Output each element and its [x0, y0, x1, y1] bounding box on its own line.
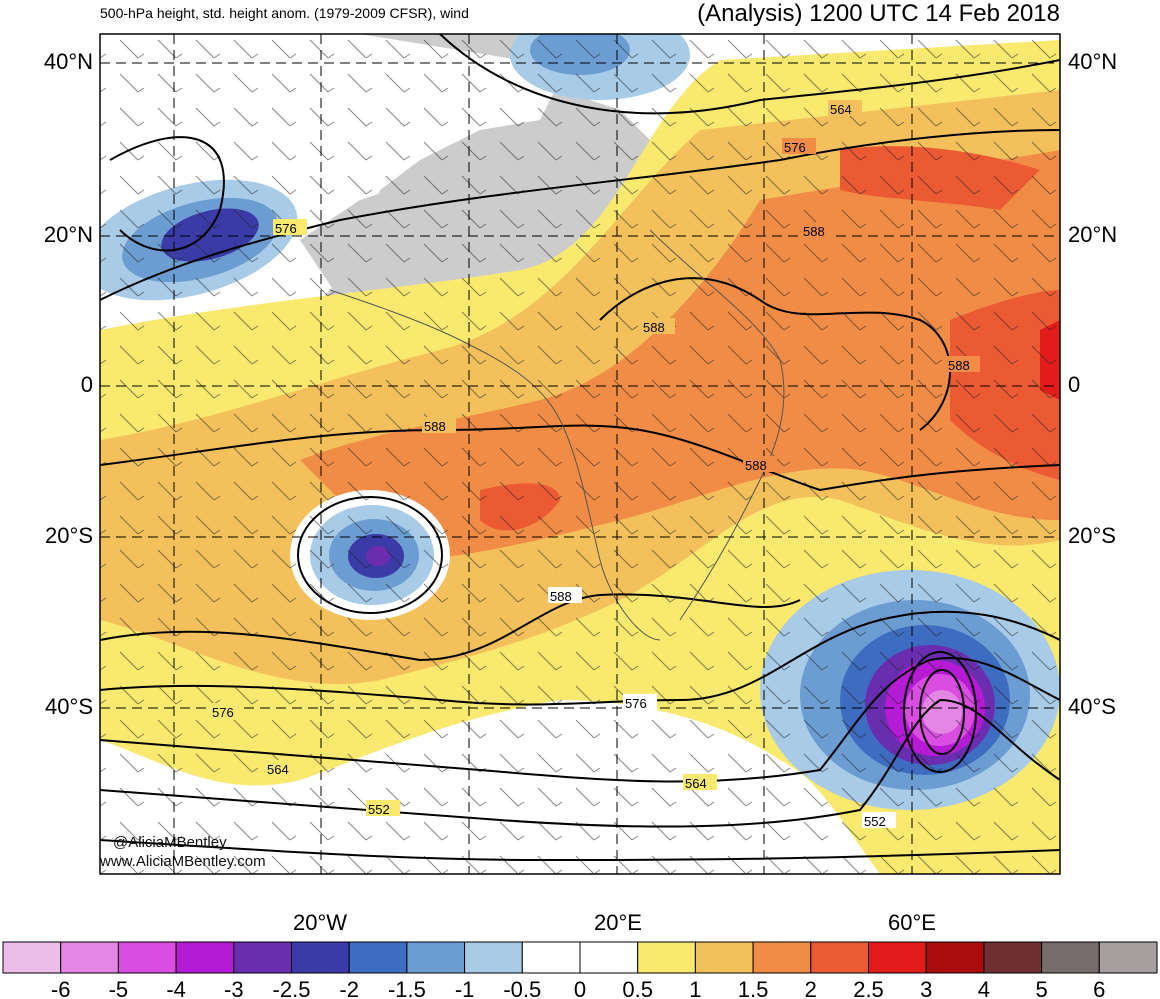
contour-588-south [100, 593, 801, 662]
colorbar-swatch [868, 941, 927, 974]
colorbar-swatch [521, 941, 581, 974]
map-left-title: 500-hPa height, std. height anom. (1979-… [100, 5, 469, 21]
contour-label-588-center: 588 [643, 320, 665, 335]
colorbar-tick-label: -2.5 [273, 977, 311, 999]
lat-label-40n-left: 40°N [43, 49, 93, 74]
colorbar-swatch [175, 941, 235, 974]
contour-label-588-east: 588 [948, 358, 970, 373]
contour-label-564-south-east: 564 [685, 776, 707, 791]
contour-label-576-north-east: 576 [784, 140, 806, 155]
colorbar-tick-label: -5 [109, 977, 129, 999]
colorbar-swatch [810, 941, 869, 974]
contour-564-south [100, 657, 1060, 783]
colorbar-swatch [637, 941, 696, 974]
colorbar-swatch [1098, 941, 1158, 974]
colorbar-swatch [983, 941, 1043, 974]
colorbar-swatch [752, 941, 812, 974]
colorbar-swatch [1041, 941, 1100, 974]
colorbar-tick-label: -4 [166, 977, 186, 999]
coastlines [329, 229, 785, 641]
colorbar-swatch [291, 941, 350, 974]
colorbar-tick-label: -0.5 [503, 977, 541, 999]
contour-label-588-africa: 588 [745, 458, 767, 473]
colorbar-tick-label: -3 [224, 977, 244, 999]
colorbar-swatch [694, 941, 754, 974]
contour-label-576-south-west: 576 [212, 705, 234, 720]
lat-label-40n-right: 40°N [1068, 49, 1118, 74]
colorbar-tick-label: 2.5 [853, 977, 884, 999]
lon-label-20w: 20°W [292, 910, 348, 935]
contour-540-south [100, 839, 1060, 862]
colorbar-tick-label: 2 [805, 977, 817, 999]
contour-label-588-north: 588 [803, 224, 825, 239]
contour-564-north [439, 34, 1060, 115]
colorbar-tick-label: 3 [920, 977, 932, 999]
colorbar-tick-label: -1 [455, 977, 475, 999]
colorbar-swatch [579, 941, 639, 974]
colorbar-tick-label: 0 [574, 977, 586, 999]
contour-label-588-south: 588 [550, 589, 572, 604]
wind-barbs [100, 34, 1060, 874]
contour-label-552-east: 552 [864, 814, 886, 829]
lat-label-40s-right: 40°S [1068, 694, 1116, 719]
lat-label-eq-left: 0 [80, 372, 93, 397]
lat-label-20n-left: 20°N [43, 222, 93, 247]
coast-east-africa [649, 229, 785, 621]
graticule [100, 34, 1060, 874]
coast-west-africa [329, 289, 661, 641]
lat-label-40s-left: 40°S [45, 694, 93, 719]
colorbar-tick-label: -6 [51, 977, 71, 999]
colorbar-swatch [2, 941, 62, 974]
contour-label-552-west: 552 [368, 802, 390, 817]
contour-ring-nw [109, 136, 225, 252]
credit-handle: @AliciaMBentley [113, 834, 227, 851]
lon-label-60e: 60°E [888, 910, 936, 935]
contour-576-south [100, 610, 1060, 706]
contour-576-north [100, 129, 1060, 301]
contour-label-576-north-west: 576 [275, 221, 297, 236]
colorbar-tick-label: -1.5 [388, 977, 426, 999]
colorbar-swatch [925, 941, 985, 974]
colorbar-tick-label: -2 [339, 977, 359, 999]
colorbar-tick-label: 1 [689, 977, 701, 999]
lat-label-20n-right: 20°N [1068, 222, 1118, 247]
colorbar-tick-label: 4 [978, 977, 990, 999]
colorbar-swatch [117, 941, 177, 974]
colorbar-tick-label: 1.5 [738, 977, 769, 999]
lon-label-20e: 20°E [594, 910, 642, 935]
contour-label-564-south-west: 564 [267, 762, 289, 777]
lat-label-20s-left: 20°S [45, 523, 93, 548]
colorbar-tick-label: 6 [1093, 977, 1105, 999]
contour-552-south [100, 698, 1060, 828]
map-right-title: (Analysis) 1200 UTC 14 Feb 2018 [697, 0, 1060, 27]
plot-frame [99, 33, 1061, 875]
lat-label-20s-right: 20°S [1068, 523, 1116, 548]
colorbar-swatch [464, 941, 523, 974]
contour-588-mid [100, 424, 1060, 492]
contour-cutoff [297, 496, 443, 614]
colorbar-swatch [406, 941, 466, 974]
contour-label-588-west: 588 [424, 419, 446, 434]
colorbar-swatch [60, 941, 119, 974]
contour-trough-inner2 [919, 669, 965, 755]
contour-trough-inner [903, 651, 977, 773]
contour-label-576-south-east: 576 [625, 696, 647, 711]
colorbar-swatch [348, 941, 408, 974]
colorbar-tick-label: 0.5 [622, 977, 653, 999]
colorbar-tick-label: 5 [1035, 977, 1047, 999]
contour-label-564-north: 564 [830, 102, 852, 117]
colorbar: -6 -5 -4 -3 -2.5 -2 -1.5 -1 -0.5 0 0.5 1 1.5 2 2.5 3 4 5 6 [2, 941, 1158, 999]
contour-label-group: 564 576 576 588 588 588 588 588 588 576 … [210, 100, 980, 829]
credit-website: www.AliciaMBentley.com [99, 853, 266, 870]
colorbar-swatch [233, 941, 293, 974]
lat-label-eq-right: 0 [1068, 372, 1081, 397]
plot-area [100, 34, 1060, 874]
